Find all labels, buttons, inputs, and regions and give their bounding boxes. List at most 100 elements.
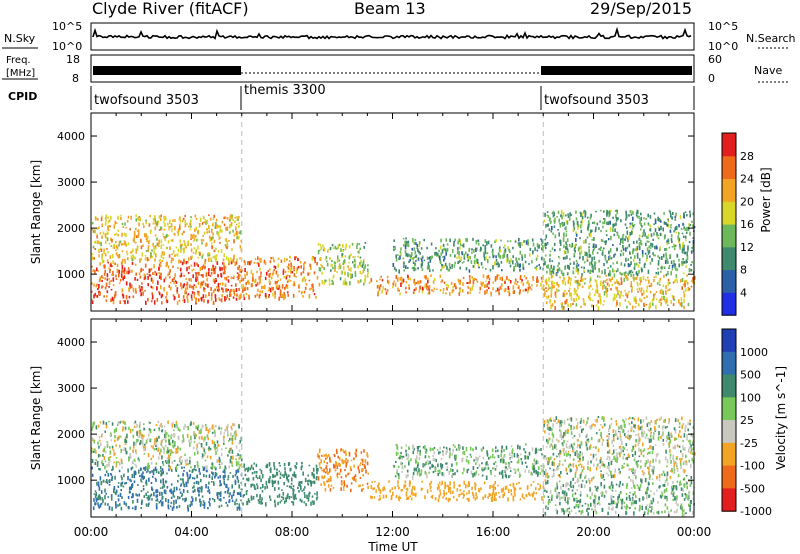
heatmap-cell (149, 229, 152, 234)
heatmap-cell (237, 470, 240, 473)
heatmap-cell (173, 424, 176, 428)
heatmap-cell (616, 211, 619, 215)
heatmap-cell (223, 442, 225, 445)
heatmap-cell (375, 489, 377, 493)
heatmap-cell (232, 289, 234, 292)
heatmap-cell (687, 286, 690, 291)
heatmap-cell (95, 459, 97, 461)
heatmap-cell (97, 288, 99, 291)
heatmap-cell (284, 497, 287, 500)
heatmap-cell (231, 461, 233, 464)
nsky-tick-high: 10^5 (52, 20, 82, 33)
heatmap-cell (344, 246, 347, 251)
heatmap-cell (194, 433, 197, 437)
heatmap-cell (427, 285, 429, 288)
heatmap-cell (114, 233, 116, 236)
heatmap-cell (577, 224, 580, 227)
heatmap-cell (675, 212, 677, 217)
heatmap-cell (404, 249, 407, 254)
station-title: Clyde River (fitACF) (92, 0, 249, 18)
heatmap-cell (606, 221, 608, 225)
heatmap-cell (613, 269, 615, 273)
heatmap-cell (277, 274, 279, 278)
heatmap-cell (258, 294, 261, 299)
heatmap-cell (609, 272, 612, 277)
heatmap-cell (545, 247, 547, 250)
heatmap-cell (115, 461, 118, 466)
heatmap-cell (147, 433, 150, 437)
heatmap-cell (681, 416, 683, 421)
heatmap-cell (549, 287, 551, 289)
heatmap-cell (156, 220, 158, 226)
heatmap-cell (485, 285, 488, 288)
heatmap-cell (459, 287, 461, 290)
heatmap-cell (270, 256, 272, 260)
heatmap-cell (238, 506, 241, 511)
heatmap-cell (365, 469, 367, 474)
heatmap-cell (176, 290, 179, 294)
heatmap-cell (128, 486, 131, 491)
heatmap-cell (415, 459, 417, 464)
heatmap-cell (513, 266, 515, 271)
heatmap-cell (647, 222, 650, 225)
heatmap-cell (475, 258, 478, 263)
heatmap-cell (239, 244, 242, 249)
heatmap-cell (101, 235, 103, 239)
heatmap-cell (161, 501, 164, 505)
heatmap-cell (350, 482, 353, 485)
heatmap-cell (462, 277, 465, 279)
heatmap-cell (551, 303, 554, 307)
heatmap-cell (107, 251, 109, 254)
heatmap-cell (153, 491, 155, 497)
heatmap-cell (478, 489, 481, 493)
heatmap-cell (446, 287, 448, 290)
heatmap-cell (174, 226, 176, 231)
heatmap-cell (624, 289, 626, 292)
heatmap-cell (631, 285, 633, 290)
heatmap-cell (683, 244, 685, 248)
heatmap-cell (145, 503, 148, 507)
heatmap-cell (575, 297, 578, 302)
heatmap-cell (413, 278, 415, 282)
heatmap-cell (477, 263, 480, 267)
heatmap-cell (218, 286, 220, 289)
heatmap-cell (486, 283, 489, 288)
heatmap-cell (348, 268, 350, 271)
heatmap-cell (215, 278, 217, 282)
heatmap-cell (202, 503, 204, 506)
heatmap-cell (637, 264, 640, 268)
heatmap-cell (158, 266, 160, 271)
heatmap-cell (234, 261, 236, 266)
heatmap-cell (410, 490, 413, 495)
heatmap-cell (630, 213, 633, 216)
heatmap-cell (116, 263, 119, 267)
heatmap-cell (413, 256, 415, 259)
heatmap-cell (671, 264, 674, 269)
heatmap-cell (331, 279, 333, 282)
heatmap-cell (125, 502, 127, 507)
heatmap-region (317, 448, 369, 493)
heatmap-cell (467, 285, 469, 288)
heatmap-cell (268, 462, 271, 465)
heatmap-cell (95, 425, 98, 430)
heatmap-cell (649, 261, 652, 265)
heatmap-cell (220, 298, 223, 303)
heatmap-cell (221, 294, 224, 298)
heatmap-cell (96, 235, 98, 239)
heatmap-cell (146, 273, 149, 275)
heatmap-cell (621, 237, 624, 240)
heatmap-cell (563, 232, 565, 236)
heatmap-cell (449, 451, 451, 456)
heatmap-cell (202, 253, 204, 257)
heatmap-cell (165, 431, 168, 436)
heatmap-cell (523, 448, 525, 451)
heatmap-cell (105, 424, 108, 429)
heatmap-cell (222, 470, 225, 473)
heatmap-cell (97, 504, 100, 508)
heatmap-cell (318, 455, 321, 460)
heatmap-cell (203, 290, 206, 293)
heatmap-cell (359, 264, 362, 267)
heatmap-cell (300, 272, 303, 276)
heatmap-cell (562, 281, 564, 285)
heatmap-cell (145, 219, 147, 222)
